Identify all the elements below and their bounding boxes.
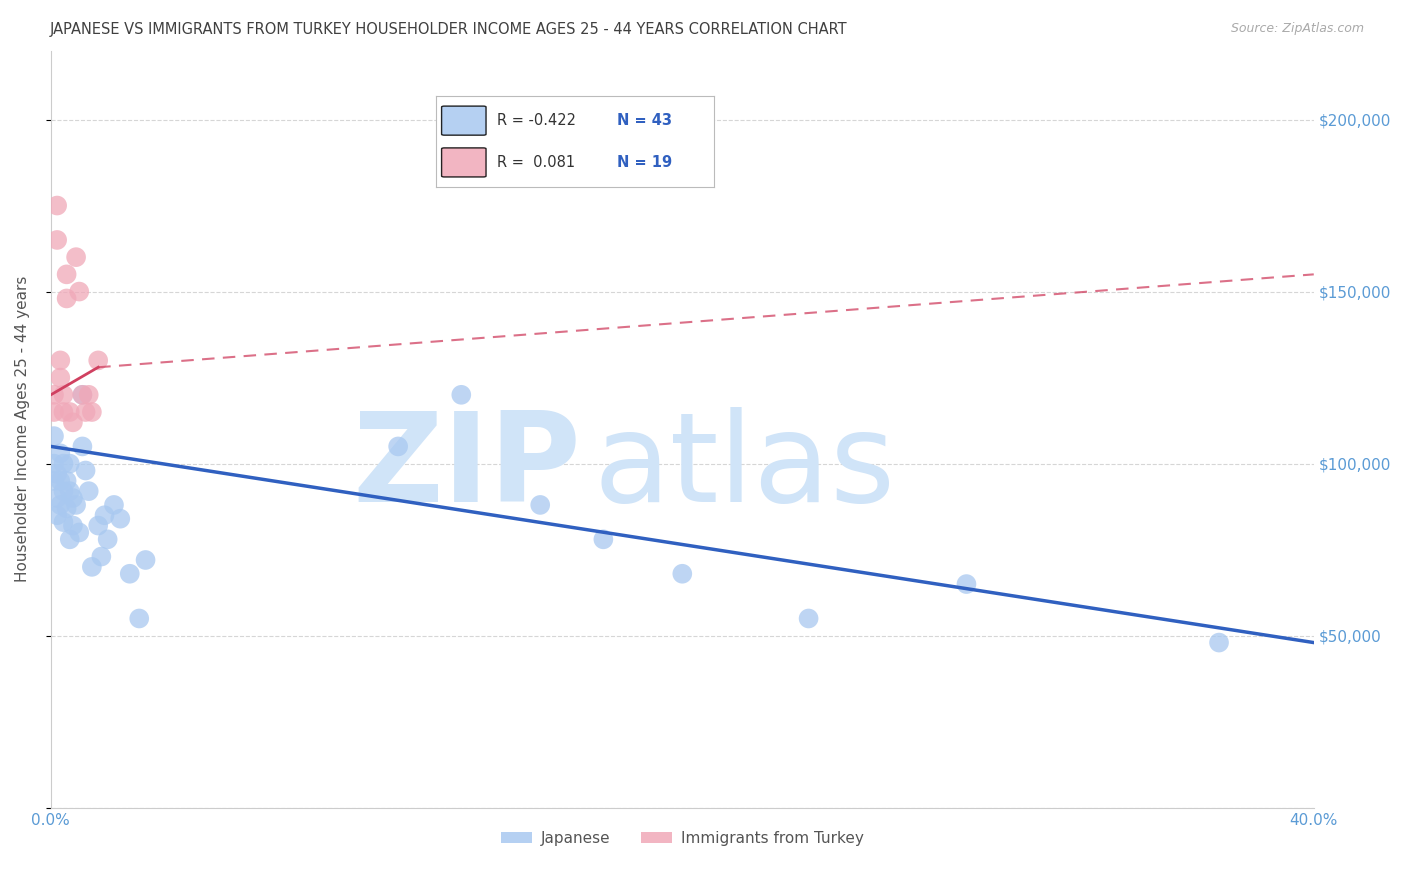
Point: [62, 415, 84, 429]
Point: [55, 292, 77, 306]
Point: [77, 484, 100, 499]
Text: Source: ZipAtlas.com: Source: ZipAtlas.com: [1230, 22, 1364, 36]
Point: [77, 388, 100, 402]
Text: atlas: atlas: [593, 407, 896, 527]
Point: [52, 515, 75, 529]
Point: [87, 353, 110, 368]
Point: [55, 474, 77, 488]
Point: [955, 577, 977, 591]
Point: [135, 553, 157, 567]
Point: [387, 439, 409, 453]
Point: [46, 491, 69, 505]
Point: [49, 474, 72, 488]
Point: [62, 491, 84, 505]
Point: [592, 533, 614, 547]
Point: [450, 388, 472, 402]
Point: [1208, 635, 1230, 649]
Text: JAPANESE VS IMMIGRANTS FROM TURKEY HOUSEHOLDER INCOME AGES 25 - 44 YEARS CORRELA: JAPANESE VS IMMIGRANTS FROM TURKEY HOUSE…: [49, 22, 846, 37]
Point: [65, 250, 87, 264]
Point: [52, 388, 75, 402]
Point: [90, 549, 112, 564]
Point: [529, 498, 551, 512]
Point: [87, 518, 110, 533]
Point: [46, 198, 69, 212]
Point: [72, 439, 94, 453]
Point: [55, 501, 77, 516]
Point: [72, 388, 94, 402]
Point: [59, 533, 82, 547]
Point: [103, 498, 125, 512]
Point: [72, 388, 94, 402]
Point: [80, 405, 103, 419]
Point: [49, 498, 72, 512]
Point: [55, 268, 77, 282]
Point: [52, 405, 75, 419]
Legend: Japanese, Immigrants from Turkey: Japanese, Immigrants from Turkey: [501, 830, 863, 846]
Point: [97, 533, 120, 547]
Point: [67, 285, 90, 299]
Point: [118, 566, 141, 581]
Point: [65, 498, 87, 512]
Text: ZIP: ZIP: [353, 407, 581, 527]
Point: [46, 508, 69, 523]
Point: [46, 233, 69, 247]
Point: [671, 566, 693, 581]
Point: [42, 457, 65, 471]
Point: [46, 467, 69, 481]
Point: [80, 559, 103, 574]
Point: [110, 511, 132, 525]
Point: [42, 388, 65, 402]
Point: [128, 611, 150, 625]
Point: [42, 429, 65, 443]
Point: [62, 518, 84, 533]
Point: [75, 463, 97, 477]
Point: [59, 405, 82, 419]
Point: [797, 611, 820, 625]
Point: [42, 474, 65, 488]
Point: [52, 484, 75, 499]
Y-axis label: Householder Income Ages 25 - 44 years: Householder Income Ages 25 - 44 years: [15, 276, 30, 582]
Point: [49, 446, 72, 460]
Point: [93, 508, 115, 523]
Point: [49, 353, 72, 368]
Point: [52, 457, 75, 471]
Point: [75, 405, 97, 419]
Point: [49, 370, 72, 384]
Point: [59, 457, 82, 471]
Point: [67, 525, 90, 540]
Point: [42, 405, 65, 419]
Point: [59, 484, 82, 499]
